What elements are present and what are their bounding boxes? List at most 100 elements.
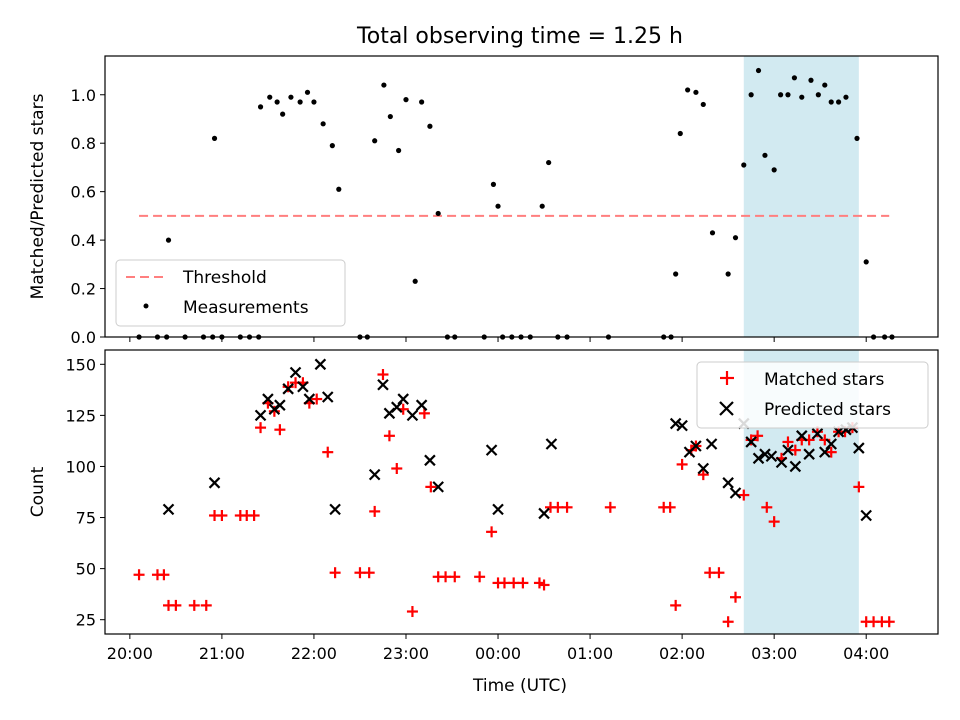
matched-star-point (738, 489, 750, 501)
predicted-star-point (282, 383, 294, 395)
legend-measurements-swatch (143, 303, 149, 309)
predicted-star-point (819, 446, 831, 458)
predicted-star-point (745, 436, 757, 448)
y-tick-label: 75 (76, 509, 96, 528)
y-tick-label: 0.0 (71, 328, 96, 347)
measurement-point (304, 89, 311, 95)
measurement-point (288, 94, 294, 100)
measurement-point (427, 123, 433, 129)
matched-star-point (745, 434, 757, 446)
predicted-star-point (765, 450, 778, 463)
measurement-point (412, 278, 418, 284)
predicted-star-point (208, 477, 221, 489)
matched-star-point (406, 606, 418, 618)
matched-star-point (418, 407, 430, 419)
predicted-star-point (697, 462, 710, 475)
measurement-point (700, 101, 706, 108)
measurement-point (835, 99, 842, 105)
matched-star-point (561, 501, 573, 513)
top-y-axis-label: Matched/Predicted stars (28, 93, 48, 299)
predicted-star-point (485, 444, 498, 456)
x-tick-label: 02:00 (659, 644, 705, 663)
y-tick-label: 25 (76, 611, 96, 630)
measurement-point (546, 159, 552, 166)
y-tick-label: 50 (76, 560, 96, 579)
measurement-point (854, 135, 860, 141)
predicted-star-point (303, 393, 316, 405)
measurement-point (311, 99, 317, 105)
matched-star-point (369, 505, 381, 517)
measurement-point (685, 87, 691, 93)
predicted-star-point (722, 477, 734, 489)
matched-star-point (538, 579, 550, 591)
predicted-star-point (759, 448, 771, 460)
measurement-point (677, 130, 683, 137)
matched-star-point (170, 599, 182, 611)
measurement-point (693, 89, 699, 95)
matched-star-point (311, 393, 323, 405)
predicted-star-point (329, 503, 341, 516)
measurement-point (280, 111, 286, 117)
matched-star-point (449, 571, 461, 583)
bottom-y-axis-label: Count (28, 466, 48, 517)
measurement-point (267, 94, 273, 100)
measurement-point (396, 147, 402, 154)
matched-star-point (697, 469, 709, 481)
bottom-legend-box (696, 361, 929, 429)
matched-star-point (853, 481, 865, 493)
y-tick-label: 0.6 (71, 183, 96, 202)
matched-star-point (440, 571, 452, 583)
bottom-legend: Matched stars Predicted stars (696, 361, 929, 429)
x-tick-label: 04:00 (843, 644, 889, 663)
legend-matched-label: Matched stars (764, 370, 884, 390)
top-panel-ticks: 0.0 0.2 0.4 0.6 0.8 1.0 (71, 86, 867, 347)
bottom-panel: 25 50 75 100 125 150 20:00 21:00 22:00 23:00 00:00… (28, 349, 939, 696)
matched-star-point (322, 446, 334, 458)
y-tick-label: 0.4 (71, 231, 96, 250)
measurement-point (799, 94, 805, 100)
top-legend: Threshold Measurements (115, 259, 346, 327)
matched-star-point (268, 405, 280, 417)
measurement-point (257, 104, 264, 110)
legend-matched-swatch (720, 371, 734, 385)
legend-predicted-label: Predicted stars (764, 400, 891, 420)
top-panel: 0.0 0.2 0.4 0.6 0.8 1.0 Matched/Predicted sta… (28, 55, 939, 347)
measurement-point (828, 99, 834, 105)
matched-star-point (789, 444, 801, 456)
legend-measurements-label: Measurements (183, 298, 309, 318)
measurement-point (435, 210, 441, 217)
predicted-star-point (860, 509, 872, 522)
matched-star-point (676, 458, 688, 470)
predicted-star-point (676, 419, 688, 432)
matched-star-point (158, 569, 170, 581)
measurement-point (495, 203, 501, 209)
x-axis-label: Time (UTC) (472, 676, 567, 696)
measurement-point (165, 237, 172, 243)
matched-star-point (377, 369, 389, 381)
predicted-star-point (314, 358, 327, 371)
measurement-point (403, 97, 409, 103)
matched-star-point (552, 501, 564, 513)
predicted-star-point (321, 391, 334, 403)
y-tick-label: 0.2 (71, 280, 96, 299)
predicted-star-point (415, 399, 428, 411)
measurement-point (725, 271, 731, 277)
matched-star-point (517, 577, 529, 589)
measurement-point (808, 77, 814, 83)
predicted-star-point (368, 468, 381, 481)
measurement-point (785, 92, 791, 98)
matched-star-point (363, 567, 375, 579)
predicted-star-point (795, 430, 808, 442)
matched-star-point (752, 430, 764, 442)
predicted-star-point (538, 507, 550, 520)
predicted-star-point (254, 409, 267, 422)
predicted-star-point (705, 438, 718, 450)
predicted-star-point (669, 417, 682, 430)
measurement-point (372, 138, 378, 144)
top-panel-frame (104, 55, 939, 338)
matched-star-point (200, 599, 212, 611)
matched-star-point (713, 567, 725, 579)
matched-star-point (670, 599, 682, 611)
measurement-point (211, 135, 218, 141)
